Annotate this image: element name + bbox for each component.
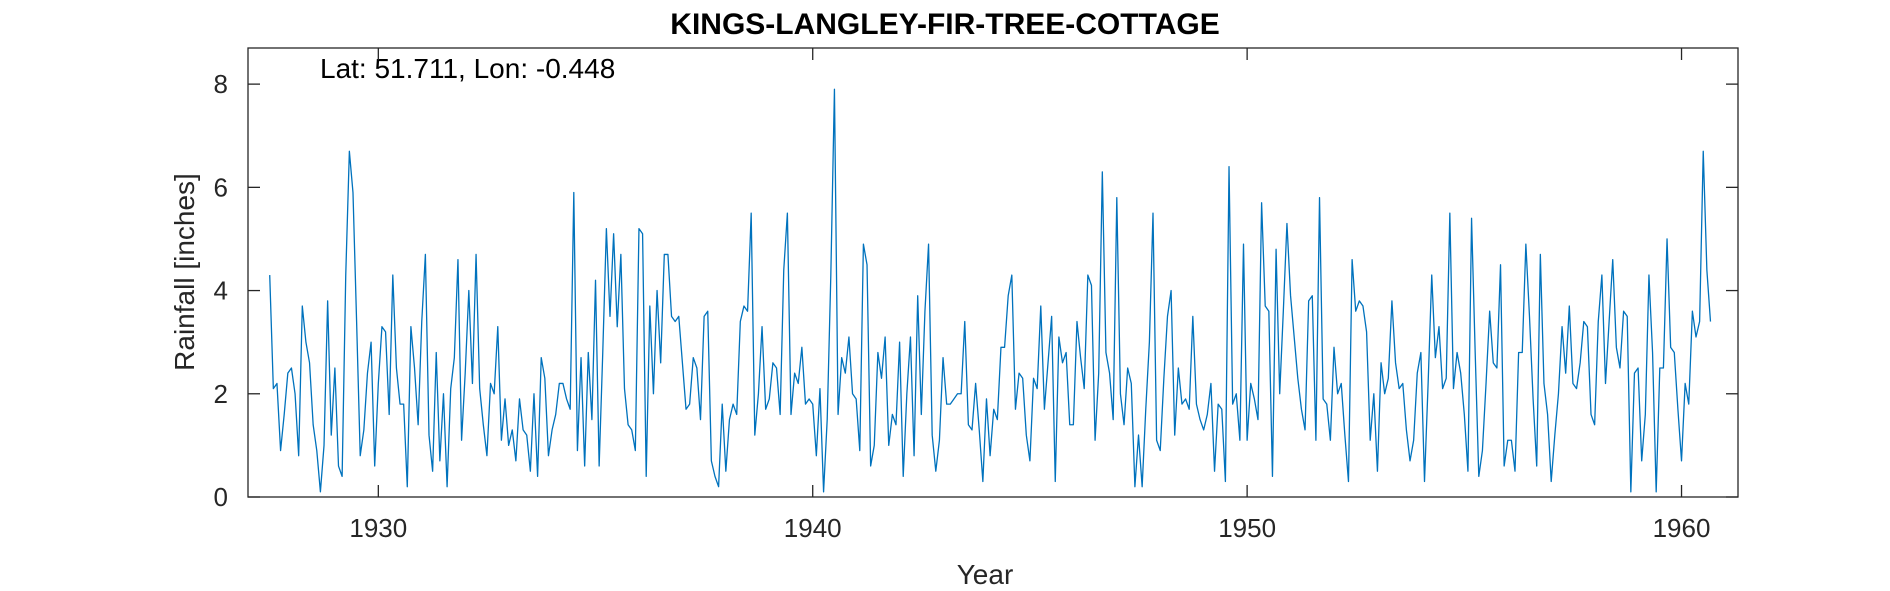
x-tick-label: 1930 — [349, 513, 407, 543]
plot-frame — [247, 47, 1739, 498]
x-tick-label: 1960 — [1653, 513, 1711, 543]
axis-ticks — [248, 48, 1738, 498]
x-tick-label: 1940 — [784, 513, 842, 543]
y-tick-label: 0 — [214, 482, 228, 512]
location-annotation: Lat: 51.711, Lon: -0.448 — [320, 53, 615, 84]
x-tick-label: 1950 — [1218, 513, 1276, 543]
series-line — [269, 88, 1712, 493]
chart-title: KINGS-LANGLEY-FIR-TREE-COTTAGE — [670, 8, 1219, 41]
y-tick-label: 8 — [214, 69, 228, 99]
y-tick-label: 6 — [214, 172, 228, 202]
axis-tick-labels: 1930 1940 1950 1960 0 2 4 6 8 — [214, 69, 1711, 543]
y-tick-label: 4 — [214, 276, 228, 306]
y-axis-label: Rainfall [inches] — [169, 173, 200, 371]
y-tick-label: 2 — [214, 379, 228, 409]
x-axis-label: Year — [957, 559, 1014, 590]
